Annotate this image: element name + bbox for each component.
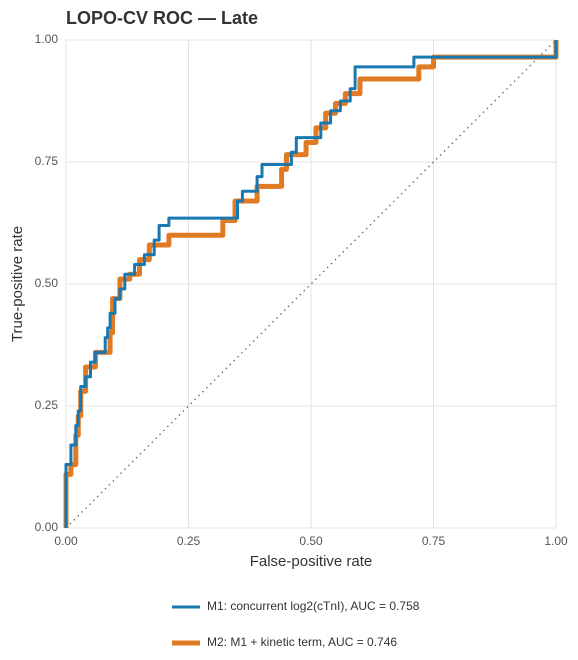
x-axis-label: False-positive rate [250, 553, 373, 570]
x-tick-label: 1.00 [544, 534, 568, 548]
legend-label: M1: concurrent log2(cTnI), AUC = 0.758 [207, 599, 420, 613]
chart-title: LOPO-CV ROC — Late [66, 8, 258, 28]
y-tick-label: 0.50 [35, 276, 59, 290]
x-tick-label: 0.00 [54, 534, 78, 548]
legend-label: M2: M1 + kinetic term, AUC = 0.746 [207, 635, 397, 649]
roc-curve [64, 40, 558, 528]
y-tick-label: 0.00 [35, 520, 59, 534]
x-tick-label: 0.50 [299, 534, 323, 548]
y-axis-label: True-positive rate [9, 226, 26, 342]
x-tick-label: 0.25 [177, 534, 201, 548]
y-tick-label: 0.25 [35, 398, 59, 412]
y-tick-label: 1.00 [35, 32, 59, 46]
x-tick-label: 0.75 [422, 534, 446, 548]
y-tick-label: 0.75 [35, 154, 59, 168]
